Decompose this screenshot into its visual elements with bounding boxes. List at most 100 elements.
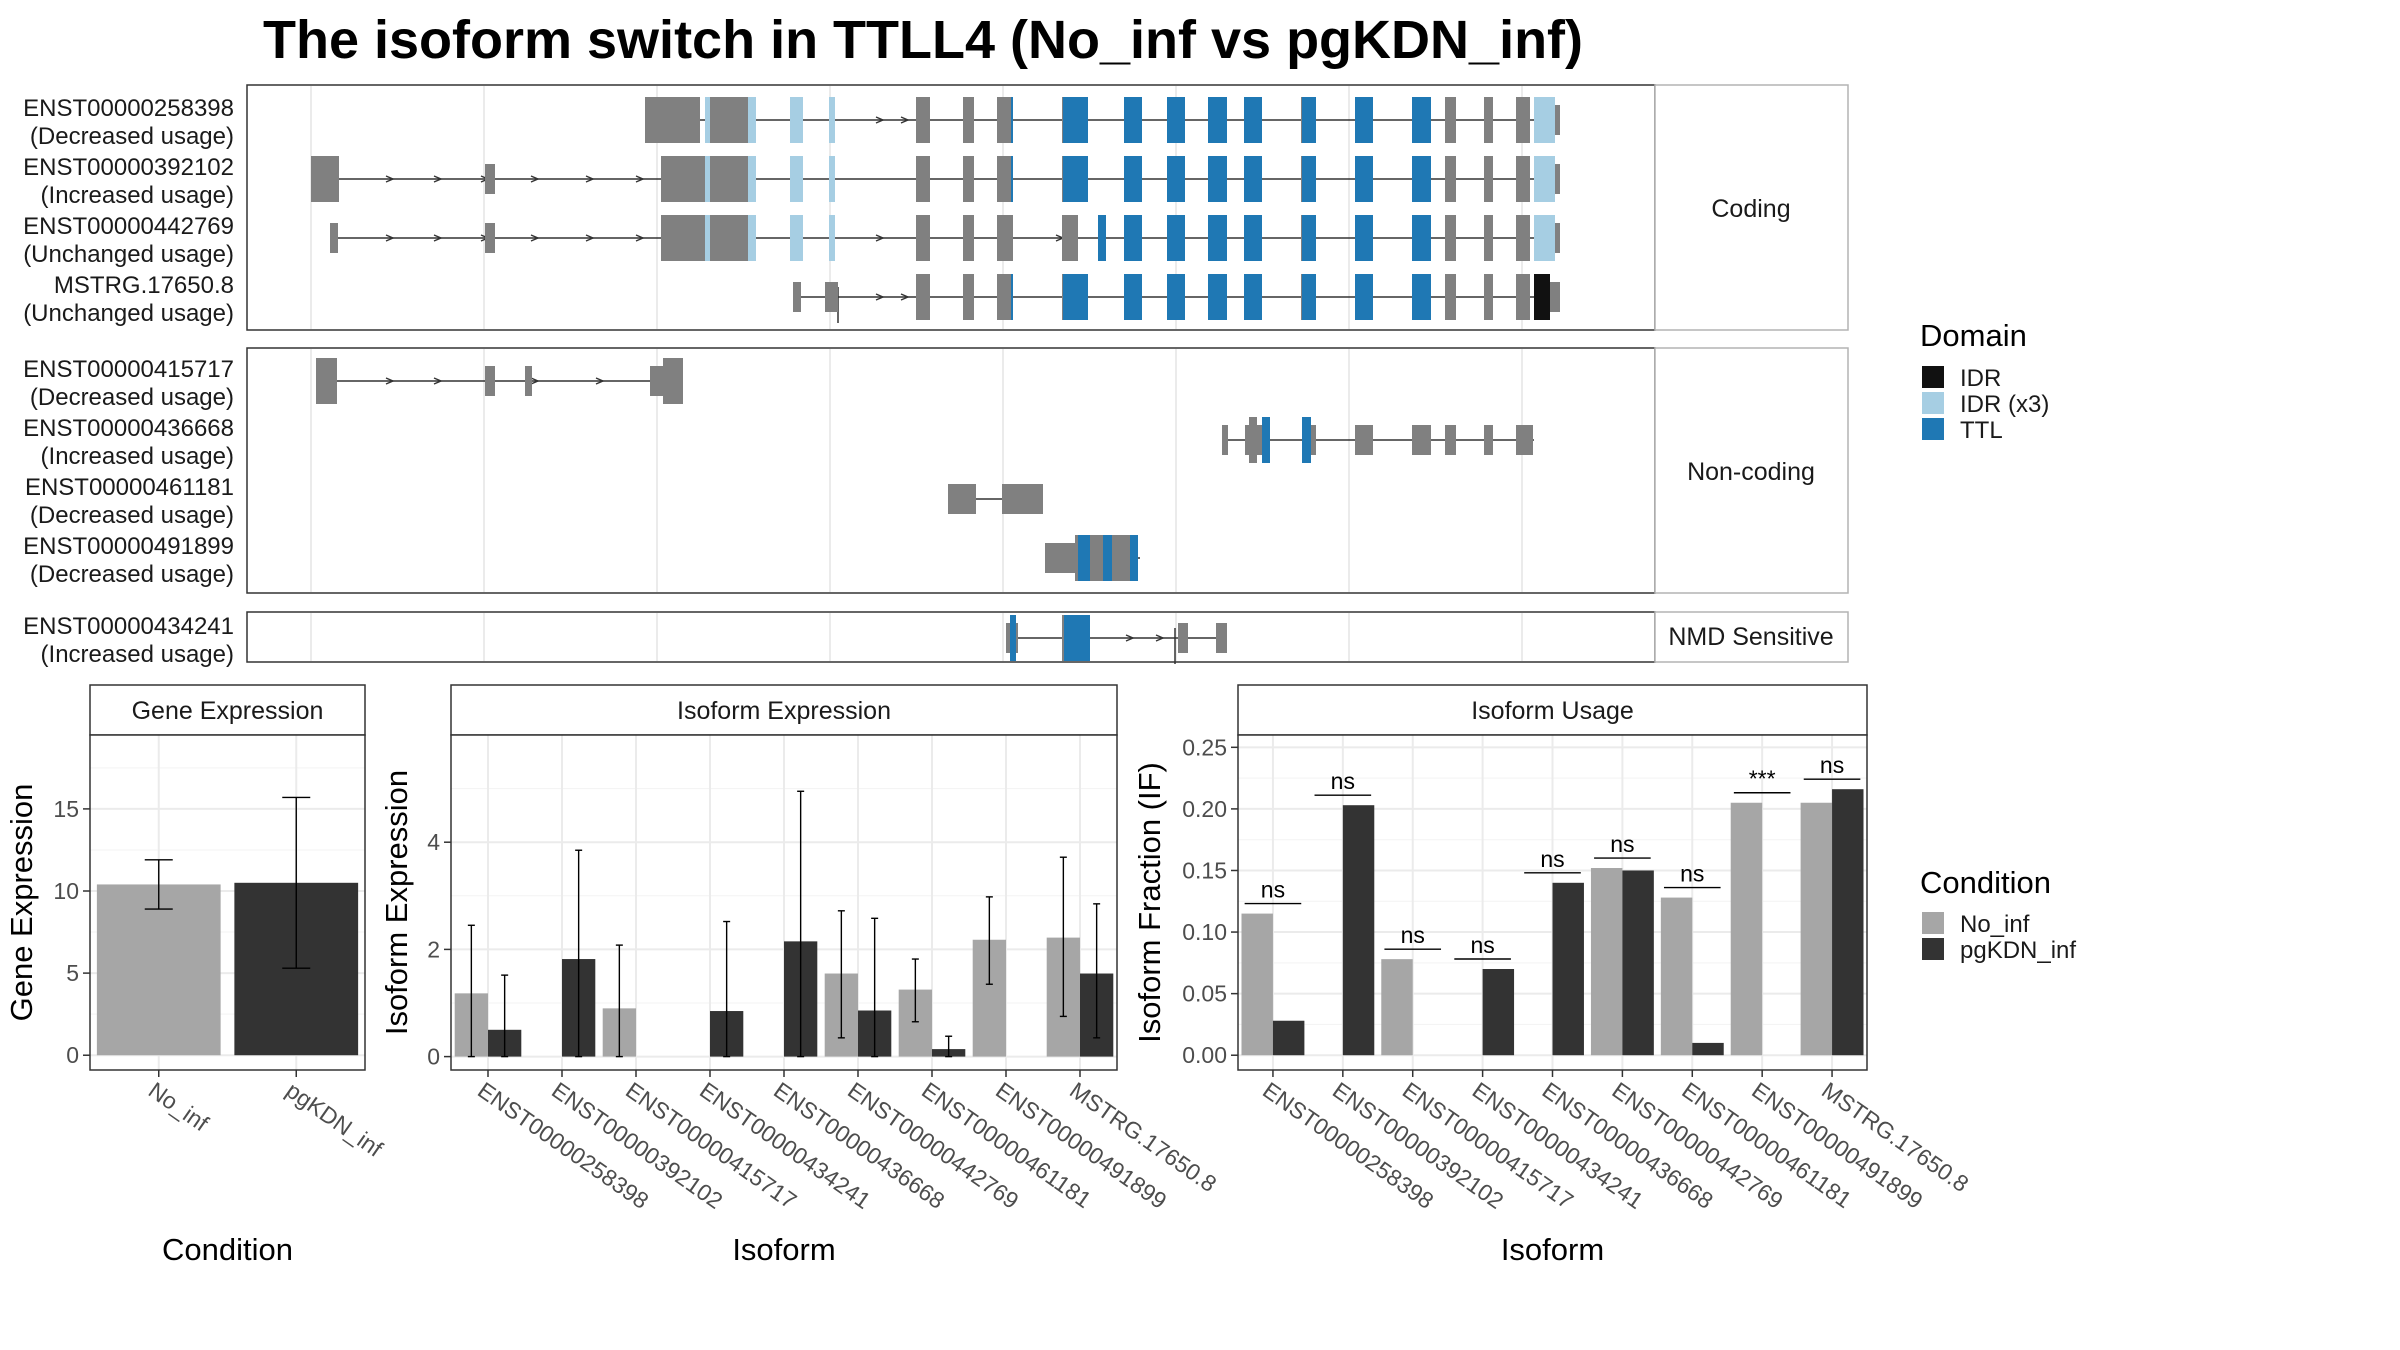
bar: [96, 884, 221, 1056]
exon: [705, 97, 748, 143]
noncoding-panel: [246, 347, 1656, 594]
exon: [997, 215, 1013, 261]
chart-strip: [89, 684, 366, 736]
domain-block: [1124, 156, 1142, 202]
chart-strip-title: Gene Expression: [132, 697, 324, 725]
transcript-mstrg-17650-8: [793, 274, 1560, 323]
intron-arrow: [875, 234, 885, 242]
exon: [525, 366, 532, 396]
domain-block: [1063, 274, 1088, 320]
transcript-enst00000461181: [948, 484, 1043, 514]
domain-legend: Domain IDR IDR (x3) TTL: [1920, 318, 2049, 444]
domain-block: [1534, 156, 1555, 202]
transcript-usage-label: (Unchanged usage): [23, 241, 234, 268]
domain-block: [1208, 156, 1227, 202]
y-tick-label: 15: [53, 796, 79, 822]
transcript-id-label: ENST00000461181: [25, 474, 234, 501]
y-tick-label: 0.10: [1182, 919, 1227, 945]
transcript-usage-label: (Unchanged usage): [23, 300, 234, 327]
significance-label: ns: [1610, 831, 1634, 857]
y-tick-label: 5: [66, 960, 79, 986]
exon: [1178, 623, 1188, 653]
intron-arrow: [585, 175, 595, 183]
domain-block: [1244, 215, 1262, 261]
y-tick-label: 0.20: [1182, 796, 1227, 822]
exon: [1516, 97, 1530, 143]
x-tick-label: pgKDN_inf: [281, 1077, 388, 1162]
domain-block: [1412, 215, 1431, 261]
domain-block: [1010, 615, 1016, 661]
y-axis-title: Gene Expression: [4, 784, 39, 1022]
domain-block: [1208, 215, 1227, 261]
domain-block: [790, 156, 803, 202]
transcript-usage-label: (Decreased usage): [30, 384, 234, 411]
bar: [1552, 882, 1584, 1056]
domain-block: [1244, 274, 1262, 320]
chart-strip: [450, 684, 1118, 736]
gene-expression-chart: Gene Expression 0 5 10 15 No_inf pgKDN_inf Cond…: [4, 684, 388, 1267]
significance-label: ns: [1261, 877, 1285, 903]
exon: [645, 97, 700, 143]
intron-arrow: [635, 234, 645, 242]
domain-block: [1208, 274, 1227, 320]
bar: [1590, 868, 1623, 1056]
transcript-usage-label: (Increased usage): [41, 443, 234, 470]
exon: [916, 97, 930, 143]
exon: [1484, 274, 1493, 320]
exon: [1516, 156, 1530, 202]
transcript-enst00000436668: [1222, 417, 1534, 463]
transcript-id-label: ENST00000258398: [23, 95, 234, 122]
transcript-enst00000392102: [311, 156, 1560, 202]
transcript-grid: [310, 86, 1523, 661]
domain-block: [1124, 215, 1142, 261]
bar: [1622, 870, 1654, 1056]
transcript-structures: Coding Non-coding NMD Sensitive ENST0000…: [23, 84, 1849, 668]
exon: [1516, 425, 1533, 455]
domain-block: [1167, 156, 1185, 202]
domain-block: [1355, 156, 1373, 202]
chart-strip-title: Isoform Expression: [677, 697, 891, 725]
exon: [1484, 425, 1493, 455]
exon: [1412, 425, 1431, 455]
transcript-enst00000434241: [1006, 615, 1227, 664]
domain-block: [1098, 215, 1106, 261]
nmd-strip: [1654, 611, 1849, 663]
y-axis-title: Isoform Expression: [379, 770, 414, 1035]
exon: [1445, 425, 1456, 455]
bar: [1800, 802, 1833, 1056]
transcript-id-label: ENST00000491899: [23, 533, 234, 560]
y-tick-label: 0: [66, 1042, 79, 1068]
exon: [1249, 417, 1257, 463]
intron-arrow: [875, 116, 885, 124]
transcript-usage-label: (Decreased usage): [30, 502, 234, 529]
transcript-enst00000415717: [316, 358, 683, 404]
domain-block: [1302, 215, 1316, 261]
exon: [1445, 215, 1456, 261]
intron-arrow: [1155, 634, 1165, 642]
domain-block: [1208, 97, 1227, 143]
exon: [1355, 425, 1373, 455]
intron-arrow: [585, 234, 595, 242]
intron-arrow: [900, 116, 910, 124]
exon: [661, 215, 748, 261]
domain-block: [1262, 417, 1270, 463]
domain-block: [1011, 97, 1013, 143]
exon: [963, 156, 974, 202]
exon: [793, 282, 801, 312]
x-tick-label: No_inf: [144, 1077, 214, 1137]
no-inf-swatch: [1922, 912, 1944, 934]
domain-block: [1302, 417, 1311, 463]
exon: [1516, 215, 1530, 261]
domain-block: [1130, 535, 1138, 581]
x-axis-title: Isoform: [732, 1232, 835, 1267]
ttl-legend-label: TTL: [1960, 417, 2003, 444]
domain-block: [1244, 156, 1262, 202]
domain-block: [748, 97, 756, 143]
exon: [311, 156, 339, 202]
exon: [1484, 156, 1493, 202]
coding-panel: [246, 84, 1656, 331]
domain-block: [1412, 274, 1431, 320]
significance-label: ***: [1749, 766, 1776, 792]
intron-arrow: [635, 175, 645, 183]
